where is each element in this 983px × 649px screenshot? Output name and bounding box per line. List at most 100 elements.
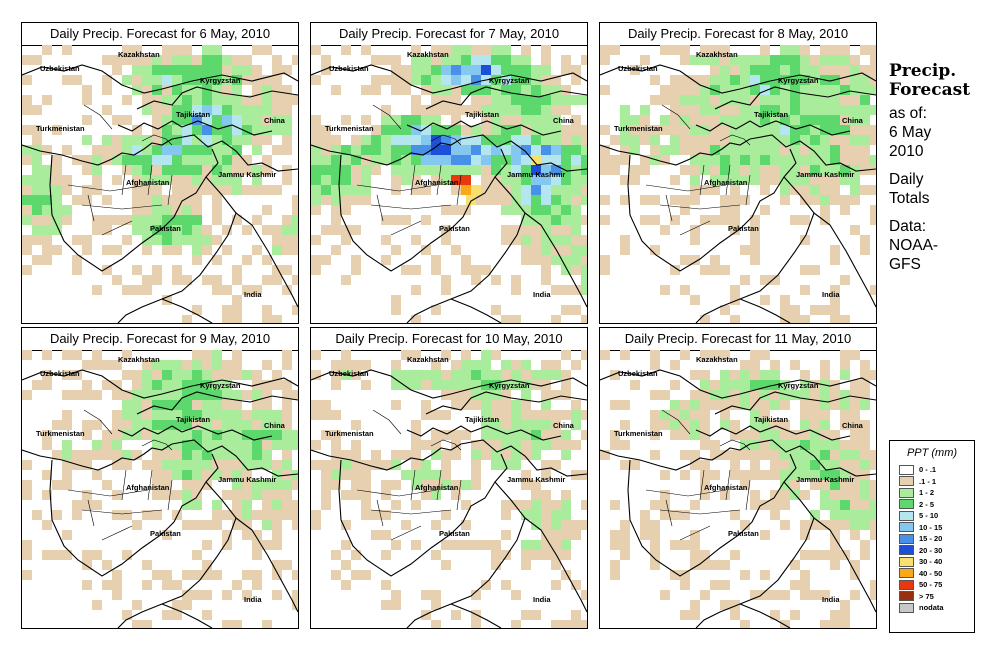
- precip-cell: [192, 420, 202, 430]
- precip-cell: [192, 460, 202, 470]
- precip-cell: [421, 115, 431, 125]
- precip-cell: [551, 315, 561, 323]
- precip-cell: [471, 85, 481, 95]
- precip-cell: [600, 85, 610, 95]
- precip-cell: [820, 450, 830, 460]
- precip-cell: [411, 540, 421, 550]
- precip-cell: [142, 285, 152, 295]
- precip-cell: [182, 380, 192, 390]
- precip-cell: [401, 175, 411, 185]
- border-line: [311, 369, 482, 399]
- precip-cell: [252, 145, 262, 155]
- precip-cell: [780, 305, 790, 315]
- precip-cell: [341, 115, 351, 125]
- precip-cell: [581, 315, 587, 323]
- precip-cell: [272, 55, 282, 65]
- precip-cell: [650, 215, 660, 225]
- precip-cell: [92, 285, 102, 295]
- precip-cell: [850, 145, 860, 155]
- precip-cell: [840, 145, 850, 155]
- precip-cell: [192, 195, 202, 205]
- precip-cell: [561, 450, 571, 460]
- precip-cell: [262, 135, 272, 145]
- precip-cell: [760, 530, 770, 540]
- precip-map: KazakhstanUzbekistanKyrgyzstanTajikistan…: [22, 45, 298, 323]
- precip-cell: [132, 165, 142, 175]
- precip-cell: [202, 380, 212, 390]
- precip-cell: [720, 450, 730, 460]
- precip-cell: [341, 560, 351, 570]
- data-source-line1: NOAA-: [889, 237, 939, 254]
- precip-cell: [431, 620, 441, 628]
- precip-cell: [660, 85, 670, 95]
- precip-cell: [32, 135, 42, 145]
- precip-cell: [660, 285, 670, 295]
- precip-cell: [421, 590, 431, 600]
- precip-cell: [491, 550, 501, 560]
- border-line: [406, 425, 472, 437]
- precip-cell: [660, 490, 670, 500]
- precip-cell: [102, 360, 112, 370]
- precip-cell: [521, 105, 531, 115]
- precip-cell: [411, 460, 421, 470]
- precip-cell: [82, 360, 92, 370]
- precip-cell: [292, 500, 298, 510]
- precip-cell: [720, 115, 730, 125]
- precip-cell: [690, 530, 700, 540]
- precip-cell: [710, 350, 720, 360]
- precip-cell: [600, 45, 610, 55]
- precip-cell: [311, 510, 321, 520]
- panel-title: Daily Precip. Forecast for 7 May, 2010: [311, 23, 587, 46]
- precip-cell: [361, 165, 371, 175]
- precip-cell: [620, 245, 630, 255]
- precip-cell: [431, 255, 441, 265]
- precip-cell: [610, 370, 620, 380]
- precip-cell: [182, 370, 192, 380]
- precip-cell: [441, 225, 451, 235]
- precip-cell: [690, 125, 700, 135]
- precip-cell: [531, 440, 541, 450]
- precip-cell: [750, 370, 760, 380]
- precip-cell: [850, 390, 860, 400]
- precip-cell: [292, 225, 298, 235]
- precip-cell: [870, 55, 876, 65]
- precip-cell: [700, 380, 710, 390]
- precip-cell: [730, 115, 740, 125]
- precip-cell: [122, 550, 132, 560]
- precip-cell: [501, 75, 511, 85]
- precip-cell: [571, 440, 581, 450]
- precip-cell: [740, 195, 750, 205]
- precip-cell: [561, 245, 571, 255]
- precip-cell: [620, 530, 630, 540]
- precip-cell: [860, 105, 870, 115]
- precip-cell: [272, 530, 282, 540]
- precip-cell: [770, 115, 780, 125]
- precip-cell: [511, 500, 521, 510]
- precip-cell: [62, 460, 72, 470]
- precip-cell: [242, 390, 252, 400]
- precip-cell: [341, 165, 351, 175]
- precip-cell: [401, 125, 411, 135]
- precip-cell: [571, 580, 581, 590]
- precip-cell: [531, 125, 541, 135]
- precip-cell: [152, 55, 162, 65]
- precip-cell: [850, 560, 860, 570]
- precip-cell: [800, 45, 810, 55]
- precip-cell: [182, 185, 192, 195]
- precip-cell: [62, 215, 72, 225]
- precip-cell: [142, 145, 152, 155]
- legend-item: 15 - 20: [890, 533, 974, 545]
- precip-cell: [471, 390, 481, 400]
- precip-cell: [42, 255, 52, 265]
- precip-cell: [461, 185, 471, 195]
- precip-cell: [441, 235, 451, 245]
- precip-cell: [630, 165, 640, 175]
- precip-cell: [421, 470, 431, 480]
- precip-cell: [172, 450, 182, 460]
- precip-cell: [720, 580, 730, 590]
- precip-cell: [870, 65, 876, 75]
- precip-cell: [760, 350, 770, 360]
- precip-cell: [391, 540, 401, 550]
- precip-cell: [212, 350, 222, 360]
- precip-cell: [341, 520, 351, 530]
